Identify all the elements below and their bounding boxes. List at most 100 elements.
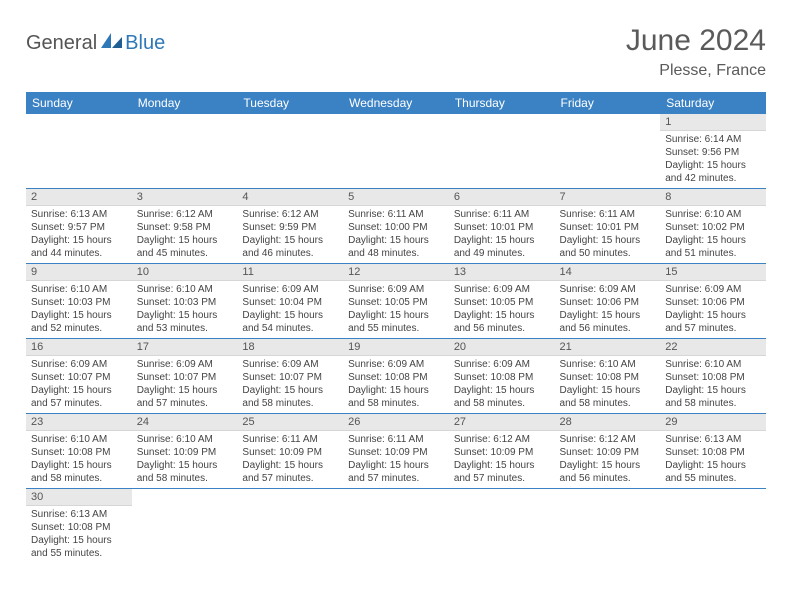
day-cell: .. bbox=[449, 489, 555, 564]
week-row: 30Sunrise: 6:13 AMSunset: 10:08 PMDaylig… bbox=[26, 489, 766, 564]
daylight-line: Daylight: 15 hours and 58 minutes. bbox=[348, 384, 444, 410]
sunrise-line: Sunrise: 6:09 AM bbox=[242, 358, 338, 371]
day-number: 6 bbox=[449, 189, 555, 206]
sunrise-line: Sunrise: 6:10 AM bbox=[31, 433, 127, 446]
weekday-header: Sunday bbox=[26, 92, 132, 114]
day-cell: 26Sunrise: 6:11 AMSunset: 10:09 PMDaylig… bbox=[343, 414, 449, 489]
day-cell: 30Sunrise: 6:13 AMSunset: 10:08 PMDaylig… bbox=[26, 489, 132, 564]
day-cell: .. bbox=[555, 489, 661, 564]
day-details: Sunrise: 6:09 AMSunset: 10:06 PMDaylight… bbox=[660, 281, 766, 338]
sunrise-line: Sunrise: 6:09 AM bbox=[31, 358, 127, 371]
sunrise-line: Sunrise: 6:09 AM bbox=[348, 358, 444, 371]
daylight-line: Daylight: 15 hours and 46 minutes. bbox=[242, 234, 338, 260]
week-row: 9Sunrise: 6:10 AMSunset: 10:03 PMDayligh… bbox=[26, 264, 766, 339]
day-cell: 18Sunrise: 6:09 AMSunset: 10:07 PMDaylig… bbox=[237, 339, 343, 414]
day-cell: .. bbox=[132, 114, 238, 189]
header: General Blue June 2024 Plesse, France bbox=[26, 24, 766, 80]
day-cell: 23Sunrise: 6:10 AMSunset: 10:08 PMDaylig… bbox=[26, 414, 132, 489]
day-number: 28 bbox=[555, 414, 661, 431]
sunset-line: Sunset: 10:05 PM bbox=[454, 296, 550, 309]
day-number: 8 bbox=[660, 189, 766, 206]
daylight-line: Daylight: 15 hours and 49 minutes. bbox=[454, 234, 550, 260]
sunset-line: Sunset: 10:05 PM bbox=[348, 296, 444, 309]
sunrise-line: Sunrise: 6:09 AM bbox=[665, 283, 761, 296]
daylight-line: Daylight: 15 hours and 58 minutes. bbox=[137, 459, 233, 485]
daylight-line: Daylight: 15 hours and 48 minutes. bbox=[348, 234, 444, 260]
sunset-line: Sunset: 10:03 PM bbox=[31, 296, 127, 309]
logo-text-general: General bbox=[26, 32, 97, 55]
daylight-line: Daylight: 15 hours and 51 minutes. bbox=[665, 234, 761, 260]
day-details: Sunrise: 6:13 AMSunset: 10:08 PMDaylight… bbox=[26, 506, 132, 563]
daylight-line: Daylight: 15 hours and 58 minutes. bbox=[454, 384, 550, 410]
day-number: 1 bbox=[660, 114, 766, 131]
day-cell: 15Sunrise: 6:09 AMSunset: 10:06 PMDaylig… bbox=[660, 264, 766, 339]
day-number: 27 bbox=[449, 414, 555, 431]
day-number: 25 bbox=[237, 414, 343, 431]
daylight-line: Daylight: 15 hours and 53 minutes. bbox=[137, 309, 233, 335]
daylight-line: Daylight: 15 hours and 45 minutes. bbox=[137, 234, 233, 260]
weekday-header: Friday bbox=[555, 92, 661, 114]
daylight-line: Daylight: 15 hours and 57 minutes. bbox=[665, 309, 761, 335]
sunrise-line: Sunrise: 6:09 AM bbox=[242, 283, 338, 296]
day-number: 29 bbox=[660, 414, 766, 431]
day-number: 19 bbox=[343, 339, 449, 356]
sunset-line: Sunset: 10:09 PM bbox=[348, 446, 444, 459]
weekday-header: Tuesday bbox=[237, 92, 343, 114]
day-details: Sunrise: 6:10 AMSunset: 10:09 PMDaylight… bbox=[132, 431, 238, 488]
day-details: Sunrise: 6:09 AMSunset: 10:05 PMDaylight… bbox=[449, 281, 555, 338]
sunset-line: Sunset: 10:07 PM bbox=[31, 371, 127, 384]
week-row: ............1Sunrise: 6:14 AMSunset: 9:5… bbox=[26, 114, 766, 189]
sunset-line: Sunset: 10:01 PM bbox=[454, 221, 550, 234]
sunrise-line: Sunrise: 6:11 AM bbox=[560, 208, 656, 221]
day-cell: 16Sunrise: 6:09 AMSunset: 10:07 PMDaylig… bbox=[26, 339, 132, 414]
daylight-line: Daylight: 15 hours and 57 minutes. bbox=[137, 384, 233, 410]
weekday-header: Wednesday bbox=[343, 92, 449, 114]
day-cell: 3Sunrise: 6:12 AMSunset: 9:58 PMDaylight… bbox=[132, 189, 238, 264]
month-title: June 2024 bbox=[626, 24, 766, 58]
day-cell: 12Sunrise: 6:09 AMSunset: 10:05 PMDaylig… bbox=[343, 264, 449, 339]
day-number: 18 bbox=[237, 339, 343, 356]
day-cell: 17Sunrise: 6:09 AMSunset: 10:07 PMDaylig… bbox=[132, 339, 238, 414]
sunrise-line: Sunrise: 6:14 AM bbox=[665, 133, 761, 146]
sunrise-line: Sunrise: 6:11 AM bbox=[348, 433, 444, 446]
sunrise-line: Sunrise: 6:10 AM bbox=[665, 358, 761, 371]
day-cell: 25Sunrise: 6:11 AMSunset: 10:09 PMDaylig… bbox=[237, 414, 343, 489]
sunset-line: Sunset: 9:57 PM bbox=[31, 221, 127, 234]
logo: General Blue bbox=[26, 24, 165, 55]
sunrise-line: Sunrise: 6:13 AM bbox=[665, 433, 761, 446]
sunrise-line: Sunrise: 6:11 AM bbox=[242, 433, 338, 446]
location: Plesse, France bbox=[626, 62, 766, 80]
day-cell: 8Sunrise: 6:10 AMSunset: 10:02 PMDayligh… bbox=[660, 189, 766, 264]
sunset-line: Sunset: 10:09 PM bbox=[137, 446, 233, 459]
day-cell: 19Sunrise: 6:09 AMSunset: 10:08 PMDaylig… bbox=[343, 339, 449, 414]
day-cell: .. bbox=[26, 114, 132, 189]
day-cell: 27Sunrise: 6:12 AMSunset: 10:09 PMDaylig… bbox=[449, 414, 555, 489]
sunrise-line: Sunrise: 6:13 AM bbox=[31, 208, 127, 221]
day-cell: 10Sunrise: 6:10 AMSunset: 10:03 PMDaylig… bbox=[132, 264, 238, 339]
sunset-line: Sunset: 10:08 PM bbox=[560, 371, 656, 384]
day-number: 4 bbox=[237, 189, 343, 206]
day-details: Sunrise: 6:11 AMSunset: 10:00 PMDaylight… bbox=[343, 206, 449, 263]
day-details: Sunrise: 6:12 AMSunset: 10:09 PMDaylight… bbox=[449, 431, 555, 488]
day-cell: 22Sunrise: 6:10 AMSunset: 10:08 PMDaylig… bbox=[660, 339, 766, 414]
day-cell: 14Sunrise: 6:09 AMSunset: 10:06 PMDaylig… bbox=[555, 264, 661, 339]
day-cell: 21Sunrise: 6:10 AMSunset: 10:08 PMDaylig… bbox=[555, 339, 661, 414]
day-details: Sunrise: 6:12 AMSunset: 10:09 PMDaylight… bbox=[555, 431, 661, 488]
day-cell: 4Sunrise: 6:12 AMSunset: 9:59 PMDaylight… bbox=[237, 189, 343, 264]
weekday-header-row: SundayMondayTuesdayWednesdayThursdayFrid… bbox=[26, 92, 766, 114]
day-number: 26 bbox=[343, 414, 449, 431]
day-cell: 11Sunrise: 6:09 AMSunset: 10:04 PMDaylig… bbox=[237, 264, 343, 339]
day-details: Sunrise: 6:09 AMSunset: 10:07 PMDaylight… bbox=[237, 356, 343, 413]
daylight-line: Daylight: 15 hours and 56 minutes. bbox=[560, 309, 656, 335]
daylight-line: Daylight: 15 hours and 57 minutes. bbox=[242, 459, 338, 485]
day-details: Sunrise: 6:14 AMSunset: 9:56 PMDaylight:… bbox=[660, 131, 766, 188]
day-details: Sunrise: 6:09 AMSunset: 10:04 PMDaylight… bbox=[237, 281, 343, 338]
daylight-line: Daylight: 15 hours and 58 minutes. bbox=[665, 384, 761, 410]
day-number: 9 bbox=[26, 264, 132, 281]
day-cell: 5Sunrise: 6:11 AMSunset: 10:00 PMDayligh… bbox=[343, 189, 449, 264]
day-cell: 28Sunrise: 6:12 AMSunset: 10:09 PMDaylig… bbox=[555, 414, 661, 489]
day-details: Sunrise: 6:13 AMSunset: 10:08 PMDaylight… bbox=[660, 431, 766, 488]
day-cell: 2Sunrise: 6:13 AMSunset: 9:57 PMDaylight… bbox=[26, 189, 132, 264]
day-details: Sunrise: 6:12 AMSunset: 9:58 PMDaylight:… bbox=[132, 206, 238, 263]
daylight-line: Daylight: 15 hours and 55 minutes. bbox=[31, 534, 127, 560]
